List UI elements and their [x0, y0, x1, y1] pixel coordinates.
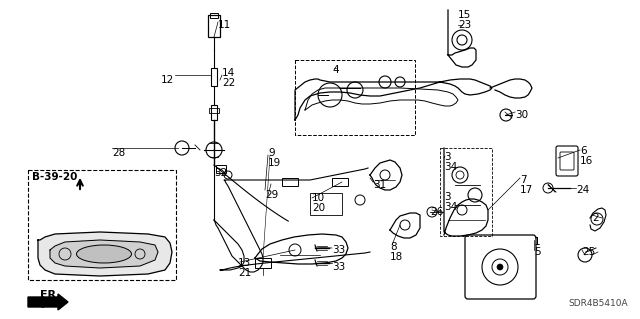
Text: FR.: FR. [40, 290, 60, 300]
Text: B-39-20: B-39-20 [32, 172, 77, 182]
Bar [440, 148, 492, 236]
Bar [211, 105, 217, 120]
Bar [295, 60, 415, 135]
Polygon shape [28, 294, 68, 310]
Text: 30: 30 [515, 110, 528, 120]
Circle shape [497, 264, 503, 270]
Bar [210, 13, 218, 18]
Bar [310, 193, 342, 215]
Text: 6: 6 [580, 146, 587, 156]
Text: 34: 34 [444, 202, 457, 212]
Bar [282, 178, 298, 186]
Text: 12: 12 [161, 75, 174, 85]
Text: 28: 28 [112, 148, 125, 158]
Text: 10: 10 [312, 193, 325, 203]
Text: 23: 23 [458, 20, 471, 30]
Bar [216, 165, 226, 173]
Text: 24: 24 [576, 185, 589, 195]
Text: 17: 17 [520, 185, 533, 195]
Text: 3: 3 [444, 152, 451, 162]
Text: 18: 18 [390, 252, 403, 262]
Text: 13: 13 [238, 258, 252, 268]
Text: 1: 1 [534, 237, 541, 247]
Text: 14: 14 [222, 68, 236, 78]
Text: 33: 33 [332, 245, 345, 255]
Bar [255, 258, 271, 268]
Text: 19: 19 [268, 158, 281, 168]
Bar [332, 178, 348, 186]
Bar [211, 68, 217, 86]
Text: 8: 8 [390, 242, 397, 252]
Bar [209, 108, 219, 113]
Text: 31: 31 [373, 180, 387, 190]
Text: 21: 21 [238, 268, 252, 278]
Text: 34: 34 [444, 162, 457, 172]
Text: 7: 7 [520, 175, 527, 185]
Text: 15: 15 [458, 10, 471, 20]
Text: 32: 32 [214, 168, 227, 178]
Text: 3: 3 [444, 192, 451, 202]
Text: 2: 2 [592, 213, 598, 223]
Polygon shape [38, 232, 172, 276]
Text: 29: 29 [265, 190, 278, 200]
Text: 9: 9 [268, 148, 275, 158]
Text: 25: 25 [582, 247, 595, 257]
Text: 11: 11 [218, 20, 231, 30]
Polygon shape [50, 240, 158, 268]
Text: 16: 16 [580, 156, 593, 166]
Text: 26: 26 [430, 207, 444, 217]
Text: SDR4B5410A: SDR4B5410A [568, 299, 628, 308]
Text: 22: 22 [222, 78, 236, 88]
Text: 4: 4 [332, 65, 339, 75]
Text: 20: 20 [312, 203, 325, 213]
Bar [208, 15, 220, 37]
Text: 33: 33 [332, 262, 345, 272]
Ellipse shape [77, 245, 131, 263]
Text: 5: 5 [534, 247, 541, 257]
